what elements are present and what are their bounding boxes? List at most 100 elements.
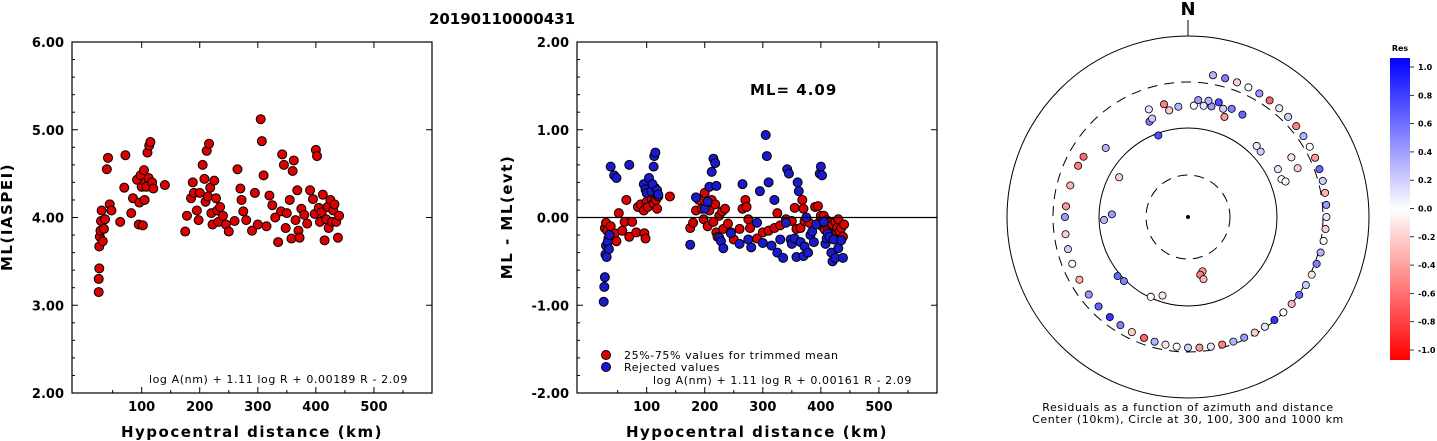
rejected-point	[710, 158, 721, 169]
colorbar-tick-label: 1.0	[1418, 63, 1433, 72]
rejected-point	[706, 166, 717, 177]
ml-iaspei-point	[181, 210, 192, 221]
rejected-point	[599, 272, 610, 283]
ml-iaspei-point	[292, 185, 303, 196]
rejected-point	[837, 252, 848, 263]
rejected-point	[737, 179, 748, 190]
station-point	[1311, 153, 1320, 162]
rejected-point	[808, 237, 819, 248]
ml-iaspei-xtick-label: 100	[128, 400, 155, 415]
accepted-point	[798, 203, 809, 214]
accepted-point	[789, 202, 800, 213]
rejected-point	[685, 239, 696, 250]
ml-iaspei-point	[93, 273, 104, 284]
page-title: 20190110000431	[429, 10, 575, 28]
station-point	[1240, 333, 1249, 342]
ml-iaspei-point	[193, 215, 204, 226]
station-point	[1229, 337, 1238, 346]
ml-iaspei-point	[280, 223, 291, 234]
ml-iaspei-point	[211, 193, 221, 204]
ml-iaspei-ytick-label: 6.00	[32, 36, 64, 51]
rejected-point	[725, 228, 736, 239]
rejected-point	[605, 161, 616, 172]
ml-iaspei-point	[329, 199, 340, 210]
rejected-point	[754, 186, 765, 197]
ml-iaspei-ytick-label: 4.00	[32, 212, 64, 227]
station-point	[1293, 164, 1302, 173]
station-point	[1184, 343, 1193, 352]
ml-iaspei-point	[236, 194, 247, 205]
station-point	[1165, 106, 1174, 115]
ml-residual-xtick-label: 500	[865, 400, 892, 415]
ml-iaspei-point	[317, 189, 328, 200]
accepted-point	[664, 191, 675, 202]
ml-iaspei-xtick-label: 400	[302, 400, 329, 415]
rejected-point	[803, 247, 814, 258]
ml-iaspei-point	[267, 200, 278, 211]
legend-accepted-marker	[601, 350, 611, 360]
station-point	[1244, 83, 1253, 92]
ml-residual-xtick-label: 100	[633, 400, 660, 415]
station-point	[1233, 78, 1242, 87]
ml-iaspei-point	[194, 187, 205, 198]
ml-iaspei-point	[261, 221, 272, 232]
ml-residual-xlabel: Hypocentral distance (km)	[626, 423, 888, 441]
station-point	[1160, 100, 1169, 109]
ml-iaspei-point	[223, 226, 234, 237]
rejected-point	[792, 177, 803, 188]
ml-iaspei-ylabel: ML(IASPEI)	[0, 163, 16, 271]
rejected-point	[650, 147, 661, 158]
rejected-point	[766, 240, 777, 251]
ml-residual-ytick-label: 1.00	[537, 124, 569, 139]
ml-iaspei-point	[120, 150, 131, 161]
ml-iaspei-point	[204, 138, 215, 149]
station-point	[1315, 165, 1324, 174]
accepted-point	[734, 223, 745, 234]
colorbar-tick-label: -0.8	[1418, 318, 1436, 327]
station-point	[1161, 340, 1170, 349]
accepted-point	[631, 227, 642, 238]
ml-iaspei-point	[290, 215, 301, 226]
ml-iaspei-point	[180, 226, 191, 237]
rejected-point	[760, 130, 771, 141]
colorbar-tick-label: 0.2	[1418, 176, 1432, 185]
rejected-point	[653, 189, 664, 200]
station-point	[1113, 272, 1122, 281]
station-point	[1305, 142, 1314, 151]
rejected-point	[818, 216, 829, 227]
ml-iaspei-point	[334, 210, 345, 221]
station-point	[1214, 98, 1223, 107]
ml-iaspei-point	[299, 209, 310, 220]
station-point	[1150, 337, 1159, 346]
ml-iaspei-point	[199, 173, 210, 184]
ml-iaspei-point	[332, 232, 343, 243]
ml-residual-ylabel: ML - ML(evt)	[498, 155, 516, 279]
ml-iaspei-xtick-label: 200	[186, 400, 213, 415]
circle-30km	[1145, 174, 1231, 260]
station-point	[1208, 71, 1217, 80]
ml-iaspei-point	[287, 165, 298, 176]
legend-rejected-marker	[601, 362, 611, 372]
ml-iaspei-ytick-label: 2.00	[32, 387, 64, 402]
rejected-point	[761, 151, 772, 162]
ml-iaspei-plot-frame	[71, 41, 433, 394]
ml-iaspei-point	[305, 185, 316, 196]
station-point	[1154, 131, 1163, 140]
ml-residual-xtick-label: 400	[807, 400, 834, 415]
ml-iaspei-point	[126, 208, 137, 219]
station-point	[1318, 176, 1327, 185]
ml-residual-ytick-label: -2.00	[532, 387, 569, 402]
ml-iaspei-point	[187, 177, 198, 188]
ml-iaspei-point	[241, 215, 252, 226]
ml-iaspei-formula: log A(nm) + 1.11 log R + 0.00189 R - 2.0…	[149, 373, 408, 386]
station-point	[1265, 96, 1274, 105]
ml-iaspei-point	[247, 225, 257, 236]
ml-residual-points	[598, 130, 850, 307]
ml-iaspei-point	[270, 212, 281, 223]
station-point	[1199, 101, 1208, 110]
ml-residual-chart: -2.00 -1.00 0.00 1.00 2.00 100 200 300 400 500 ML…	[498, 36, 938, 441]
ml-iaspei-xlabel: Hypocentral distance (km)	[121, 423, 383, 441]
ml-iaspei-point	[139, 194, 150, 205]
rejected-point	[648, 161, 659, 172]
station-point	[1299, 132, 1308, 141]
